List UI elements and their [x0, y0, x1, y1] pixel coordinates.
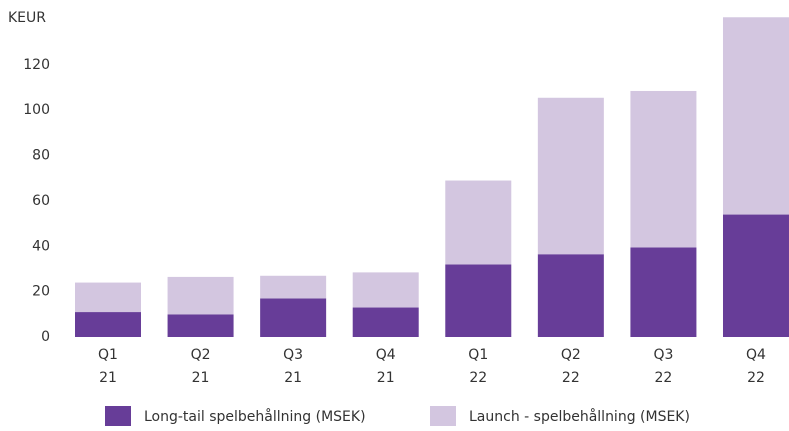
bar-segment — [167, 314, 234, 337]
x-tick-label: Q4 — [746, 347, 766, 363]
x-tick-label: 22 — [469, 370, 487, 386]
y-tick-label: 80 — [32, 148, 50, 164]
y-tick-label: 40 — [32, 238, 50, 254]
x-tick-label: Q3 — [283, 347, 303, 363]
legend-label: Launch - spelbehållning (MSEK) — [469, 408, 690, 425]
y-tick-label: 60 — [32, 193, 50, 209]
x-tick-label: 22 — [747, 370, 765, 386]
legend-swatch — [105, 406, 131, 426]
x-tick-label: Q1 — [468, 347, 488, 363]
x-tick-label: 22 — [655, 370, 673, 386]
x-tick-label: Q1 — [98, 347, 118, 363]
x-tick-label: 22 — [562, 370, 580, 386]
x-tick-label: 21 — [284, 370, 302, 386]
bar-segment — [167, 276, 234, 315]
bar-segment — [537, 254, 604, 337]
x-tick-label: Q2 — [561, 347, 581, 363]
bar-segment — [722, 17, 789, 215]
y-axis-label: KEUR — [8, 10, 46, 26]
bar-segment — [630, 90, 697, 248]
y-tick-label: 100 — [23, 102, 50, 118]
bar-segment — [722, 214, 789, 337]
x-tick-label: Q2 — [191, 347, 211, 363]
x-tick-label: Q4 — [376, 347, 396, 363]
x-tick-label: 21 — [99, 370, 117, 386]
x-tick-label: 21 — [192, 370, 210, 386]
legend-swatch — [430, 406, 456, 426]
bar-segment — [352, 307, 419, 337]
bar-segment — [75, 282, 141, 313]
bar-segment — [445, 264, 512, 337]
bar-segment — [630, 247, 697, 337]
bar-segment — [75, 312, 141, 337]
y-tick-label: 120 — [23, 57, 50, 73]
x-tick-label: Q3 — [653, 347, 673, 363]
y-tick-label: 0 — [41, 329, 50, 345]
bar-segment — [260, 298, 327, 337]
y-tick-label: 20 — [32, 284, 50, 300]
legend-label: Long-tail spelbehållning (MSEK) — [144, 408, 366, 425]
bar-segment — [352, 272, 419, 308]
bar-segment — [537, 97, 604, 255]
bar-segment — [260, 275, 327, 299]
x-tick-label: 21 — [377, 370, 395, 386]
bar-segment — [445, 180, 512, 265]
